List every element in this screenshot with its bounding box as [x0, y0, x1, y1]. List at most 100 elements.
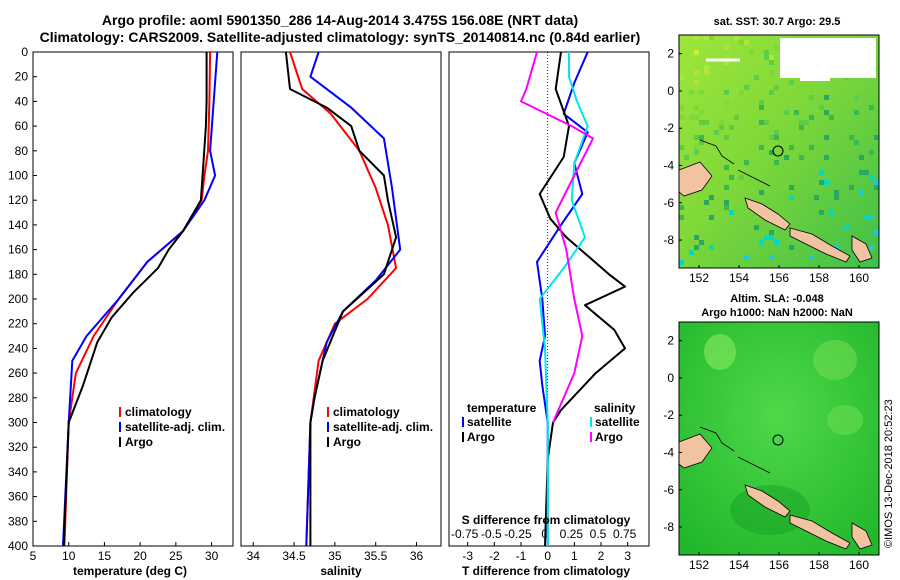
x-tick-label: -3 — [462, 549, 473, 563]
legend-t-argo: Argo — [467, 430, 495, 444]
sst-cell — [869, 245, 874, 250]
legend-s-satellite: satellite — [595, 415, 640, 429]
sst-cell — [829, 210, 834, 215]
sst-cell — [804, 120, 809, 125]
sst-cell — [679, 75, 684, 80]
depth-tick-label: 200 — [8, 292, 28, 306]
sst-cell — [814, 195, 819, 200]
sst-cell — [864, 170, 869, 175]
sst-cell — [694, 35, 699, 40]
sst-cell — [734, 115, 739, 120]
sst-cell — [694, 80, 699, 85]
sst-cell — [774, 130, 779, 135]
sst-cell — [834, 195, 839, 200]
t-difference-xlabel: T difference from climatology — [462, 564, 630, 578]
s-difference-tick-label: -0.25 — [504, 527, 532, 541]
lat-tick-label: -4 — [663, 445, 674, 459]
sst-cell — [744, 255, 749, 260]
sst-cell — [809, 115, 814, 120]
sst-cell — [769, 70, 774, 75]
sst-cell — [774, 135, 779, 140]
land-coast — [789, 227, 851, 263]
series-s-argo — [520, 51, 594, 423]
legend-climatology: climatology — [125, 405, 192, 419]
x-tick-label: 25 — [169, 549, 183, 563]
sst-cell — [764, 120, 769, 125]
sst-cell — [699, 90, 704, 95]
lon-tick-label: 160 — [849, 271, 869, 285]
sst-cell — [699, 120, 704, 125]
sst-cell — [679, 260, 684, 265]
sst-cell — [824, 135, 829, 140]
series-t-argo — [538, 51, 626, 547]
sla-anomaly-blob — [730, 485, 810, 535]
legend-satellite: satellite-adj. clim. — [125, 420, 225, 434]
sst-cell — [719, 120, 724, 125]
depth-tick-label: 80 — [15, 144, 29, 158]
sst-cell — [799, 155, 804, 160]
sst-cell — [854, 140, 859, 145]
sst-cell — [799, 120, 804, 125]
sst-cell — [754, 75, 759, 80]
x-tick-label: 34.5 — [282, 549, 306, 563]
sst-cell — [694, 150, 699, 155]
sst-cell — [864, 215, 869, 220]
temperature-panel: 0 20 40 60 80 100 120 140 160 180 200 220 240 260 280 3… — [8, 45, 453, 578]
sst-cell — [764, 55, 769, 60]
coastline — [699, 139, 771, 187]
lat-tick-label: 0 — [667, 84, 674, 98]
cloud-mask — [780, 38, 876, 78]
lat-tick-label: -4 — [663, 158, 674, 172]
sst-cell — [869, 215, 874, 220]
x-tick-label: 10 — [62, 549, 76, 563]
sst-cell — [769, 135, 774, 140]
difference-panel: -3 -2 -1 0 1 2 3 -0.75 -0.5 -0.25 0 0.25 0.5 0.75 T … — [448, 51, 650, 578]
sst-cell — [849, 135, 854, 140]
sst-cell — [694, 50, 699, 55]
sst-cell — [789, 145, 794, 150]
sla-map-tick-labels: 152 154 156 158 160 2 0 -2 -4 -6 -8 — [663, 334, 869, 572]
sst-cell — [769, 235, 774, 240]
sst-cell — [684, 155, 689, 160]
sst-cell — [874, 35, 879, 40]
sst-cell — [744, 85, 749, 90]
sst-cell — [774, 85, 779, 90]
sst-cell — [709, 35, 714, 40]
lon-tick-label: 160 — [849, 558, 869, 572]
lon-tick-label: 156 — [769, 558, 789, 572]
sst-cell — [694, 105, 699, 110]
x-tick-label: 35 — [328, 549, 342, 563]
difference-series — [520, 51, 626, 547]
sst-cell — [809, 255, 814, 260]
salinity-xlabel: salinity — [320, 564, 362, 578]
sst-cell — [869, 175, 874, 180]
sst-cell — [824, 155, 829, 160]
legend-argo: Argo — [125, 435, 153, 449]
sst-cell — [679, 205, 684, 210]
lat-tick-label: 2 — [667, 47, 674, 61]
sst-cell — [689, 90, 694, 95]
depth-tick-label: 40 — [15, 94, 29, 108]
difference-axes — [448, 51, 650, 547]
sst-cell — [679, 105, 684, 110]
cloud-mask — [800, 75, 830, 81]
sst-cell — [789, 245, 794, 250]
depth-tick-label: 220 — [8, 317, 28, 331]
sla-anomaly-blob — [704, 334, 736, 370]
sst-cell — [769, 230, 774, 235]
sst-cell — [704, 200, 709, 205]
s-difference-tick-labels: -0.75 -0.5 -0.25 0 0.25 0.5 0.75 — [451, 527, 637, 541]
legend-t-satellite: satellite — [467, 415, 512, 429]
depth-tick-label: 160 — [8, 243, 28, 257]
lat-tick-label: -2 — [663, 408, 674, 422]
sst-cell — [744, 40, 749, 45]
x-tick-label: 0 — [544, 549, 551, 563]
sst-cell — [854, 110, 859, 115]
sst-cell — [824, 180, 829, 185]
sst-cell — [829, 115, 834, 120]
sst-cell — [719, 125, 724, 130]
series-argo — [62, 52, 208, 547]
sst-cell — [699, 110, 704, 115]
sst-cell — [769, 60, 774, 65]
sst-cell — [859, 155, 864, 160]
